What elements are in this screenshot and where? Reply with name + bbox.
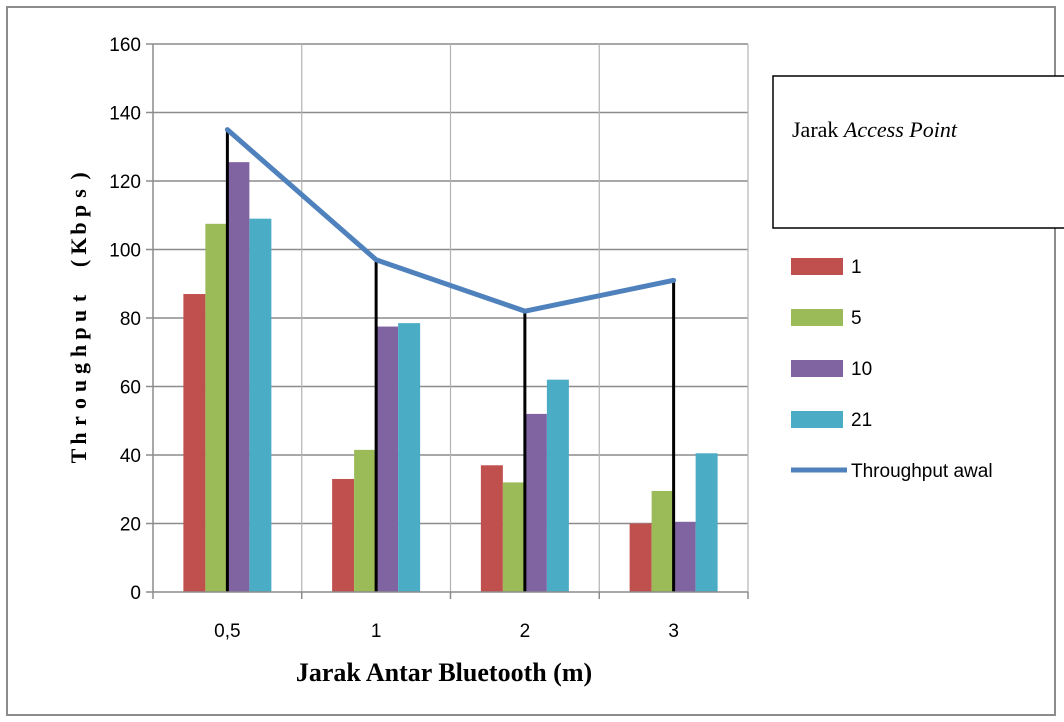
bar-series-10 bbox=[376, 326, 399, 592]
y-tick-label: 100 bbox=[109, 241, 141, 262]
legend-label: 1 bbox=[851, 257, 862, 278]
y-axis-title-char: u bbox=[66, 310, 91, 322]
y-axis-title-char: T bbox=[66, 448, 91, 463]
legend-title-box bbox=[772, 75, 1064, 229]
bar-layer bbox=[183, 162, 718, 593]
bar-series-10 bbox=[227, 162, 250, 592]
bar-series-1 bbox=[332, 478, 355, 592]
y-axis-title-char: t bbox=[66, 294, 91, 302]
y-axis-title-char: K bbox=[66, 237, 91, 254]
bar-series-1 bbox=[629, 523, 652, 592]
legend-swatch-21 bbox=[791, 411, 843, 428]
y-axis-title-char: s bbox=[66, 189, 91, 198]
legend-label: Throughput awal bbox=[851, 461, 993, 482]
y-tick-label: 140 bbox=[109, 104, 141, 125]
chart-frame bbox=[6, 6, 1056, 716]
line-layer bbox=[224, 127, 677, 314]
bar-series-1 bbox=[480, 465, 503, 592]
bar-series-21 bbox=[398, 323, 421, 592]
legend-title-plain: Jarak bbox=[792, 117, 844, 142]
bar-series-21 bbox=[695, 453, 718, 592]
axis-layer bbox=[146, 43, 749, 599]
bar-series-21 bbox=[249, 218, 272, 593]
y-axis-title-char: u bbox=[66, 380, 91, 392]
bar-series-10 bbox=[673, 521, 696, 592]
legend-title-emphasis: Access Point bbox=[842, 117, 958, 142]
x-tick-label: 1 bbox=[371, 621, 382, 642]
legend: Jarak Access Point 1 5 10 21 Throughput awal bbox=[772, 75, 1064, 482]
x-tick-label: 2 bbox=[520, 621, 531, 642]
legend-swatch-10 bbox=[791, 360, 843, 377]
bar-series-5 bbox=[502, 482, 525, 592]
y-tick-label: 60 bbox=[120, 378, 141, 399]
y-tick-label: 40 bbox=[120, 446, 141, 467]
x-axis-title: Jarak Antar Bluetooth (m) bbox=[296, 658, 592, 687]
bar-series-10 bbox=[524, 413, 547, 592]
y-axis-title-char: h bbox=[66, 345, 91, 357]
y-axis-title-char: r bbox=[66, 416, 91, 426]
legend-title: Jarak Access Point bbox=[792, 117, 958, 142]
y-tick-label: 80 bbox=[120, 309, 141, 330]
legend-swatch-1 bbox=[791, 258, 843, 275]
x-tick-labels: 0,5 1 2 3 bbox=[214, 621, 679, 642]
bar-series-21 bbox=[546, 379, 569, 592]
legend-label: 5 bbox=[851, 308, 862, 329]
y-tick-label: 20 bbox=[120, 515, 141, 536]
y-axis-title-char: h bbox=[66, 432, 91, 444]
bar-series-5 bbox=[651, 490, 674, 592]
legend-label: 10 bbox=[851, 359, 872, 380]
y-tick-label: 160 bbox=[109, 35, 141, 56]
line-series-throughput-awal bbox=[224, 127, 677, 314]
y-axis-title-char: p bbox=[66, 327, 91, 339]
bar-series-1 bbox=[183, 294, 206, 592]
y-tick-label: 0 bbox=[130, 583, 141, 604]
y-tick-labels: 0 20 40 60 80 100 120 140 160 bbox=[109, 35, 141, 604]
drop-line-layer bbox=[225, 129, 676, 592]
legend-swatch-5 bbox=[791, 309, 843, 326]
bar-series-5 bbox=[205, 223, 228, 592]
legend-label: 21 bbox=[851, 410, 872, 431]
legend-items: 1 5 10 21 Throughput awal bbox=[791, 257, 993, 482]
bar-series-5 bbox=[354, 449, 377, 592]
y-axis-title-char: g bbox=[66, 363, 91, 374]
y-axis-title-char: ) bbox=[66, 172, 91, 179]
y-axis-title-char: o bbox=[66, 398, 91, 409]
y-axis-title-char: b bbox=[66, 222, 91, 234]
y-tick-label: 120 bbox=[109, 172, 141, 193]
x-tick-label: 3 bbox=[668, 621, 679, 642]
y-axis-title-char: p bbox=[66, 205, 91, 217]
x-tick-label: 0,5 bbox=[214, 621, 240, 642]
y-axis-title-char: ( bbox=[66, 260, 91, 267]
